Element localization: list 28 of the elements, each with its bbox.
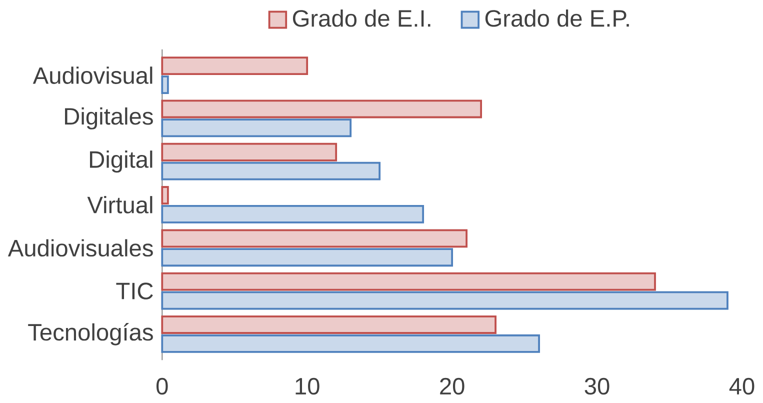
bar: [161, 272, 656, 292]
x-tick-label: 20: [440, 378, 464, 395]
bar: [161, 186, 169, 205]
bar: [161, 100, 482, 118]
y-tick-label: Audiovisual: [32, 66, 152, 84]
bar: [161, 118, 352, 138]
y-tick-label: TIC: [116, 282, 153, 300]
legend-label: Grado de E.I.: [292, 10, 430, 28]
y-tick-label: Digitales: [65, 108, 153, 130]
bar: [161, 316, 496, 334]
x-tick-label: 10: [296, 378, 320, 395]
bar: [161, 143, 338, 162]
legend-label: Grado de E.P.: [485, 10, 629, 28]
bar: [161, 248, 454, 267]
y-tick-label: Digital: [90, 150, 152, 173]
x-tick-label: 30: [584, 378, 610, 395]
bar: [161, 162, 381, 180]
y-tick-label: Virtual: [87, 196, 152, 214]
x-tick-label: 0: [156, 378, 168, 395]
bar: [161, 56, 308, 76]
bar: [161, 205, 424, 224]
y-tick-label: Audiovisuales: [8, 239, 153, 257]
bar: [161, 334, 540, 354]
bar: [161, 229, 468, 248]
bar: [161, 76, 169, 94]
y-tick-label: Tecnologías: [28, 323, 153, 346]
x-tick-label: 40: [729, 378, 754, 395]
bar: [161, 292, 728, 310]
